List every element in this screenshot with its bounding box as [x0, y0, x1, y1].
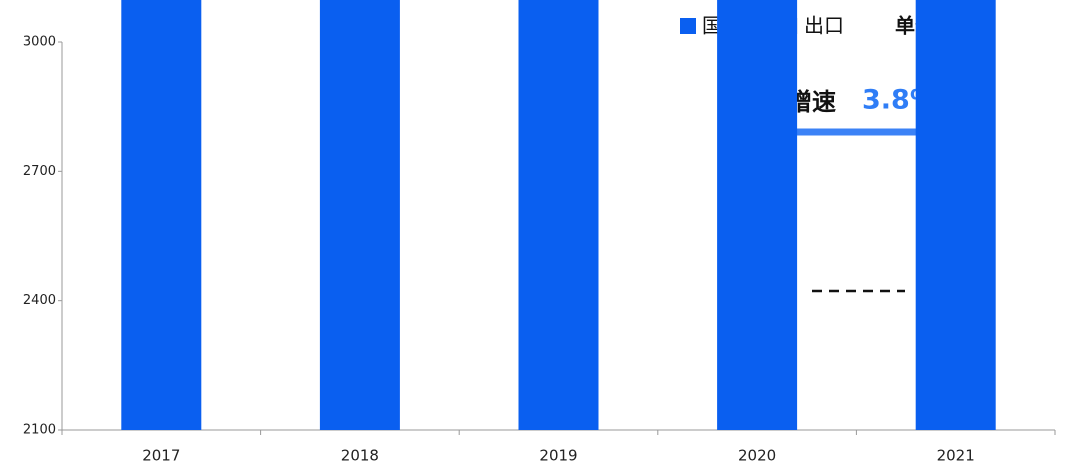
bar-segment — [717, 0, 798, 431]
y-tick-label: 2700 — [23, 164, 56, 179]
legend-swatch — [680, 18, 696, 34]
y-tick-label: 3000 — [23, 35, 56, 50]
x-tick-label: 2018 — [341, 447, 379, 465]
bar-segment — [518, 0, 599, 430]
x-tick-label: 2020 — [738, 447, 776, 465]
x-tick-label: 2017 — [142, 447, 180, 465]
y-tick-label: 2100 — [23, 423, 56, 438]
bar-segment — [915, 0, 996, 431]
x-tick-label: 2021 — [937, 447, 975, 465]
bar-segment — [319, 0, 400, 431]
x-tick-label: 2019 — [539, 447, 577, 465]
legend-label: 出口 — [804, 14, 844, 38]
y-tick-label: 2400 — [23, 293, 56, 308]
bar-segment — [121, 0, 202, 430]
